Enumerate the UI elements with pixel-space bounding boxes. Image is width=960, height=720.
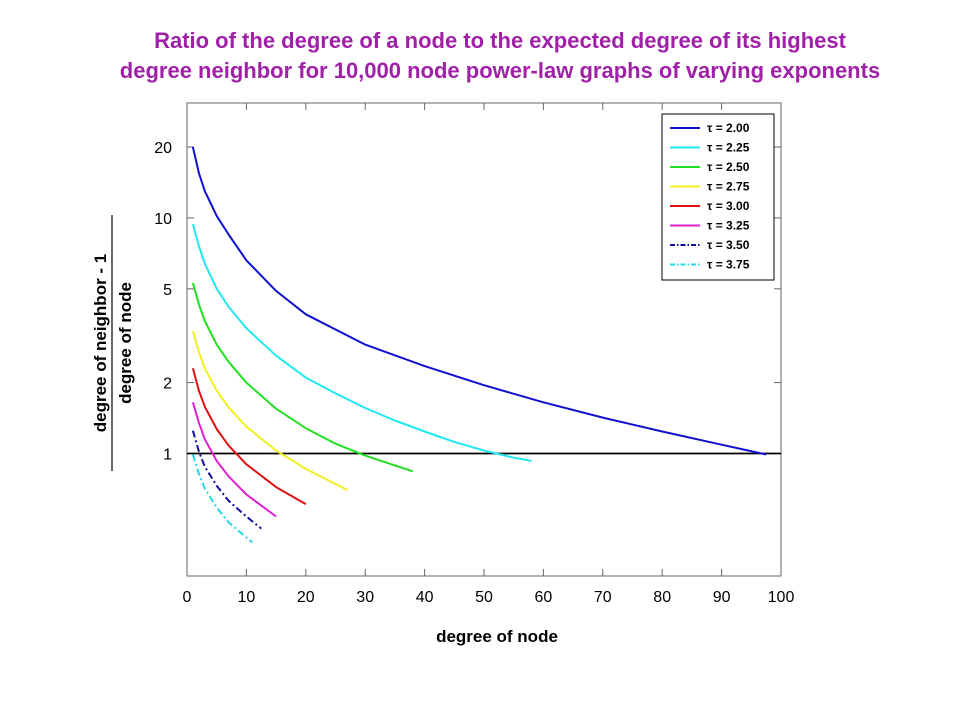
- ticks: 0 10 20 30 40 50 60 70 80 90 100 1 2 5 10 20: [154, 103, 794, 606]
- series-line-6: [191, 402, 277, 518]
- y-tick-label: 2: [163, 376, 172, 393]
- y-axis-title-denominator: degree of node: [116, 282, 135, 404]
- x-tick-label: 10: [238, 589, 256, 606]
- x-tick-label: 0: [183, 589, 192, 606]
- x-tick-label: 70: [594, 589, 612, 606]
- legend-label: τ = 2.25: [707, 141, 750, 155]
- series-line-1: [191, 146, 767, 456]
- legend-label: τ = 3.75: [707, 258, 750, 272]
- x-tick-label: 90: [713, 589, 731, 606]
- chart-title-line-1: Ratio of the degree of a node to the exp…: [154, 28, 846, 53]
- chart-title-line-2: degree neighbor for 10,000 node power-la…: [119, 58, 881, 83]
- x-tick-label: 60: [535, 589, 553, 606]
- y-axis-title-numerator: degree of neighbor - 1: [91, 254, 110, 433]
- series-line-4: [191, 331, 348, 491]
- series-line-2: [191, 223, 532, 462]
- series-line-3: [191, 282, 414, 473]
- chart-title: Ratio of the degree of a node to the exp…: [0, 26, 960, 86]
- series-line-8: [191, 454, 253, 544]
- y-tick-label: 10: [154, 211, 172, 228]
- y-tick-label: 5: [163, 282, 172, 299]
- x-tick-label: 40: [416, 589, 434, 606]
- legend-label: τ = 3.00: [707, 199, 750, 213]
- legend-label: τ = 2.00: [707, 121, 750, 135]
- x-tick-label: 30: [356, 589, 374, 606]
- legend: τ = 2.00 τ = 2.25 τ = 2.50 τ = 2.75 τ = 3.00…: [661, 113, 775, 281]
- series-line-7: [191, 430, 262, 530]
- y-tick-label: 1: [163, 447, 172, 464]
- x-axis-title: degree of node: [436, 627, 558, 646]
- x-tick-label: 80: [653, 589, 671, 606]
- legend-box: [661, 113, 775, 281]
- y-tick-label: 20: [154, 140, 172, 157]
- legend-label: τ = 2.75: [707, 180, 750, 194]
- x-tick-label: 50: [475, 589, 493, 606]
- legend-label: τ = 3.50: [707, 238, 750, 252]
- series-lines: [191, 146, 767, 544]
- x-tick-label: 20: [297, 589, 315, 606]
- y-axis-title: degree of neighbor - 1 degree of node: [91, 215, 135, 471]
- x-tick-label: 100: [768, 589, 795, 606]
- legend-label: τ = 2.50: [707, 160, 750, 174]
- legend-label: τ = 3.25: [707, 219, 750, 233]
- series-line-5: [191, 368, 307, 505]
